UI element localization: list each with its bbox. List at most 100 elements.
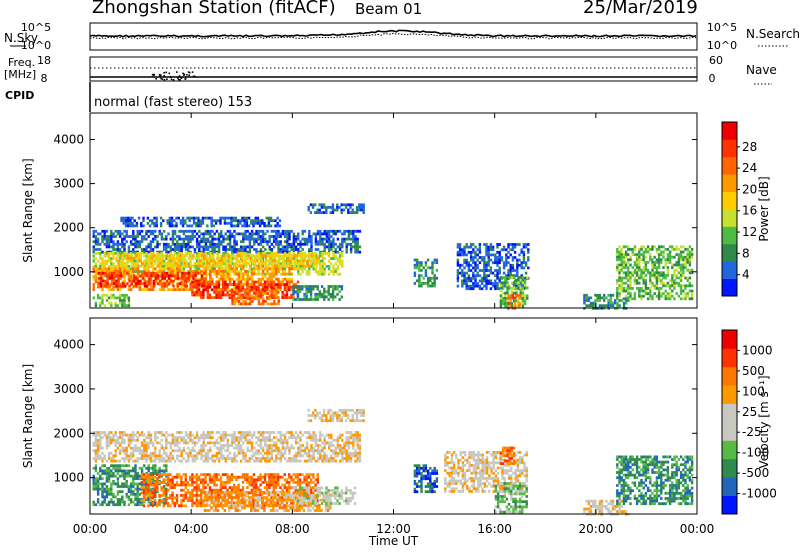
power-cell — [143, 271, 147, 275]
power-cell — [297, 242, 300, 246]
power-cell — [507, 256, 510, 259]
velocity-cell — [184, 431, 188, 434]
power-cell — [189, 277, 192, 281]
power-cell — [272, 285, 275, 289]
power-cell — [135, 221, 139, 225]
power-cell — [314, 242, 318, 246]
power-cell — [273, 259, 277, 263]
power-cell — [259, 267, 263, 271]
power-cell — [247, 216, 251, 220]
power-cell — [323, 290, 326, 294]
power-cell — [483, 261, 486, 265]
power-cell — [653, 276, 656, 280]
power-cell — [675, 281, 678, 285]
power-cell — [616, 297, 619, 301]
velocity-cell — [96, 438, 100, 442]
power-cell — [223, 216, 227, 220]
power-cell — [281, 229, 285, 233]
power-cell — [142, 219, 145, 223]
power-cell — [329, 285, 333, 288]
power-cell — [474, 250, 477, 254]
power-cell — [620, 263, 623, 267]
power-cell — [174, 256, 178, 260]
power-cell — [271, 259, 274, 263]
power-cell — [340, 285, 344, 288]
velocity-cell — [283, 438, 287, 442]
power-cell — [279, 232, 282, 236]
power-cell — [275, 235, 278, 238]
power-cell — [156, 240, 159, 244]
velocity-cell — [233, 436, 236, 440]
velocity-cell — [266, 446, 269, 450]
power-cell — [316, 254, 320, 258]
power-cell — [279, 242, 282, 246]
velocity-cell — [250, 436, 254, 440]
power-cell — [146, 274, 149, 278]
power-cell — [187, 240, 190, 244]
power-cell — [215, 229, 219, 233]
power-cell — [154, 279, 158, 283]
power-cell — [666, 248, 670, 251]
power-cell — [123, 245, 126, 249]
power-cell — [598, 299, 601, 302]
power-cell — [117, 262, 120, 265]
power-cell — [589, 296, 593, 300]
power-cell — [635, 274, 639, 277]
power-cell — [162, 288, 166, 291]
power-cell — [341, 242, 344, 246]
velocity-cell — [312, 449, 315, 453]
power-cell — [673, 284, 676, 288]
velocity-cell — [308, 449, 311, 453]
power-cell — [121, 252, 124, 255]
power-cell — [173, 272, 177, 276]
power-cell — [223, 259, 226, 263]
power-cell — [487, 274, 490, 278]
power-cell — [124, 262, 127, 265]
power-cell — [129, 270, 133, 273]
power-cell — [178, 229, 181, 233]
velocity-cell — [279, 457, 282, 460]
power-cell — [627, 297, 630, 301]
velocity-cell — [299, 451, 302, 455]
power-cell — [504, 299, 507, 303]
power-cell — [167, 245, 170, 249]
power-cell — [501, 284, 505, 287]
power-cell — [433, 274, 436, 277]
power-cell — [485, 279, 488, 283]
power-cell — [96, 242, 100, 246]
power-cell — [485, 287, 488, 291]
power-cell — [614, 299, 617, 302]
power-cell — [107, 270, 111, 273]
power-cell — [275, 232, 278, 236]
power-cell — [644, 289, 648, 293]
power-cell — [248, 250, 252, 254]
power-cell — [226, 252, 230, 255]
power-cell — [418, 279, 421, 283]
power-cell — [94, 267, 98, 271]
power-cell — [467, 245, 471, 249]
power-cell — [237, 275, 241, 278]
power-cell — [355, 211, 359, 214]
power-cell — [622, 271, 626, 275]
power-cell — [163, 271, 166, 275]
nsky-tick-top: 10^5 — [21, 21, 51, 34]
power-cell — [145, 267, 148, 271]
velocity-cell — [169, 444, 172, 447]
top-panels: N.Sky10^510^010^510^0N.SearchFreq.[MHz]1… — [4, 21, 800, 112]
nave-dot — [163, 79, 166, 81]
power-cell — [198, 245, 201, 249]
power-cell — [92, 248, 95, 251]
power-cell — [206, 285, 209, 289]
power-cell — [149, 280, 153, 284]
power-cell — [456, 271, 460, 275]
power-cell — [151, 257, 155, 260]
power-cell — [660, 274, 663, 277]
power-cell — [219, 291, 223, 294]
power-cell — [461, 253, 464, 257]
power-cell — [463, 245, 466, 249]
velocity-cell — [217, 451, 221, 455]
power-cell — [130, 264, 134, 268]
velocity-cell — [99, 454, 102, 458]
power-cell — [119, 274, 122, 278]
velocity-cell — [211, 459, 214, 463]
